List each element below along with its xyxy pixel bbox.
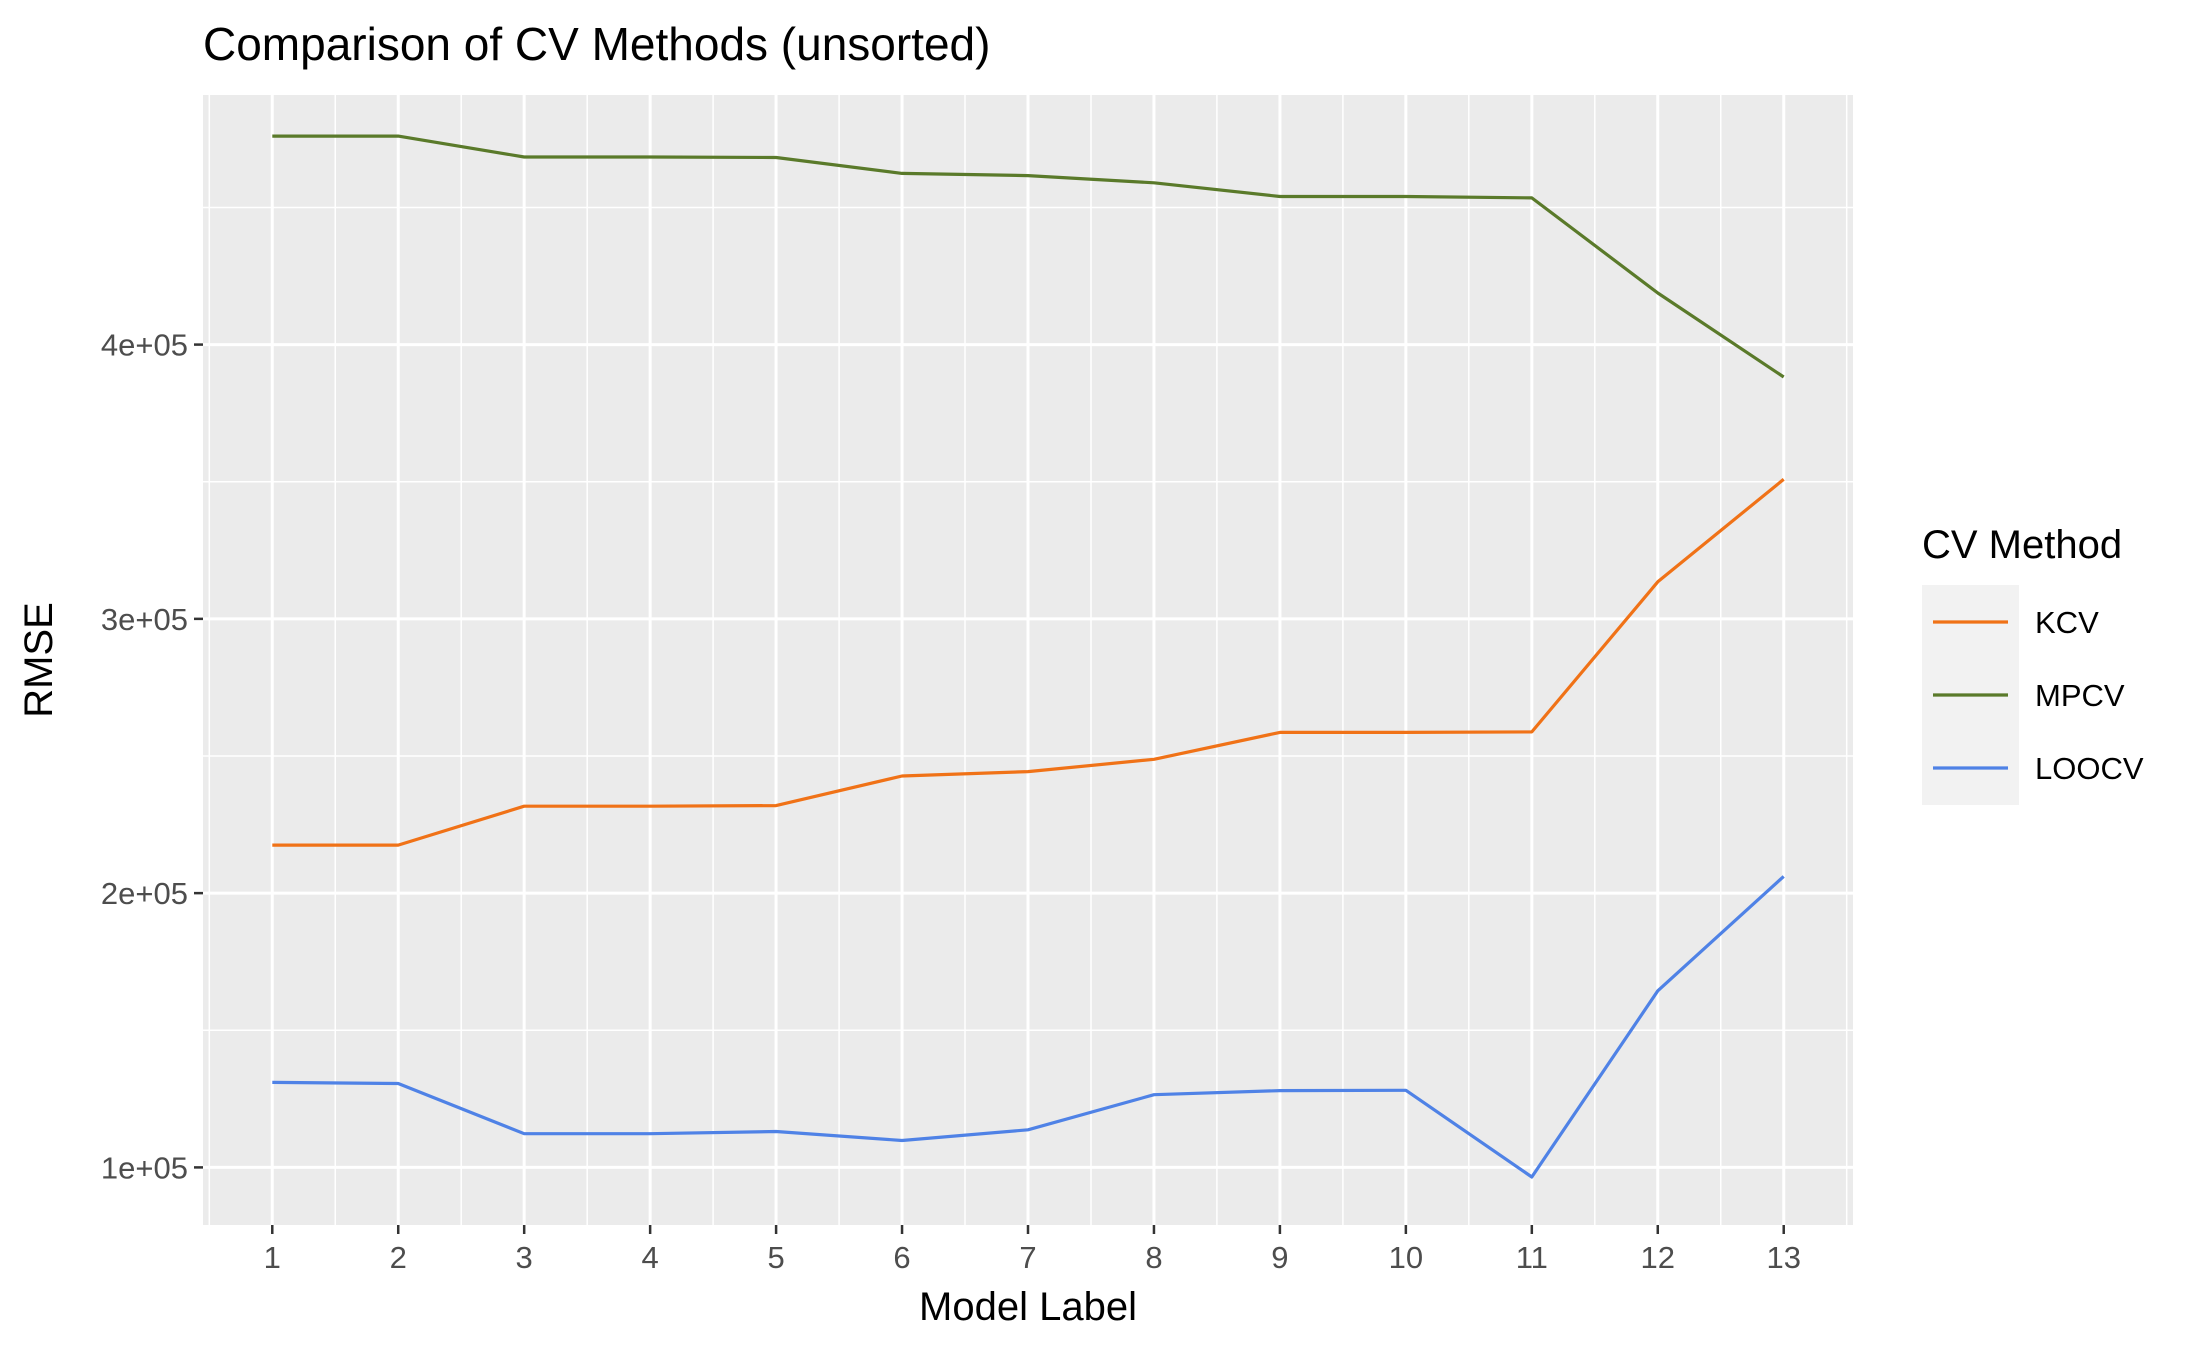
x-tick-label: 13 — [1766, 1240, 1800, 1275]
y-tick-label: 2e+05 — [101, 876, 188, 911]
series-line-loocv — [272, 875, 1785, 1179]
x-tick-label: 5 — [767, 1240, 784, 1275]
y-tick-label: 1e+05 — [101, 1150, 188, 1185]
x-axis-title: Model Label — [919, 1285, 1137, 1329]
x-tick-label: 1 — [264, 1240, 281, 1275]
x-tick-label: 6 — [893, 1240, 910, 1275]
legend-title: CV Method — [1922, 523, 2122, 567]
x-tick-label: 9 — [1271, 1240, 1288, 1275]
x-tick-label: 7 — [1019, 1240, 1036, 1275]
legend: CV Method KCV MPCV LOOCV — [1922, 523, 2144, 805]
major-gridlines — [203, 95, 1853, 1225]
y-tick-label: 3e+05 — [101, 602, 188, 637]
x-axis: 1 2 3 4 5 6 7 8 9 10 11 12 13 — [264, 1225, 1801, 1275]
legend-label-loocv: LOOCV — [2035, 751, 2144, 786]
series-lines — [272, 134, 1785, 1179]
chart-title: Comparison of CV Methods (unsorted) — [203, 18, 990, 70]
legend-label-kcv: KCV — [2035, 605, 2099, 640]
x-tick-label: 11 — [1516, 1240, 1548, 1275]
x-tick-label: 8 — [1145, 1240, 1162, 1275]
series-line-kcv — [272, 478, 1785, 847]
y-tick-label: 4e+05 — [101, 328, 188, 363]
x-tick-label: 4 — [642, 1240, 659, 1275]
series-line-mpcv — [272, 134, 1785, 379]
x-tick-label: 12 — [1641, 1240, 1675, 1275]
x-tick-label: 3 — [516, 1240, 533, 1275]
y-axis-title: RMSE — [17, 602, 61, 718]
x-tick-label: 2 — [390, 1240, 407, 1275]
y-axis: 1e+05 2e+05 3e+05 4e+05 — [101, 328, 203, 1185]
legend-label-mpcv: MPCV — [2035, 678, 2125, 713]
x-tick-label: 10 — [1389, 1240, 1423, 1275]
